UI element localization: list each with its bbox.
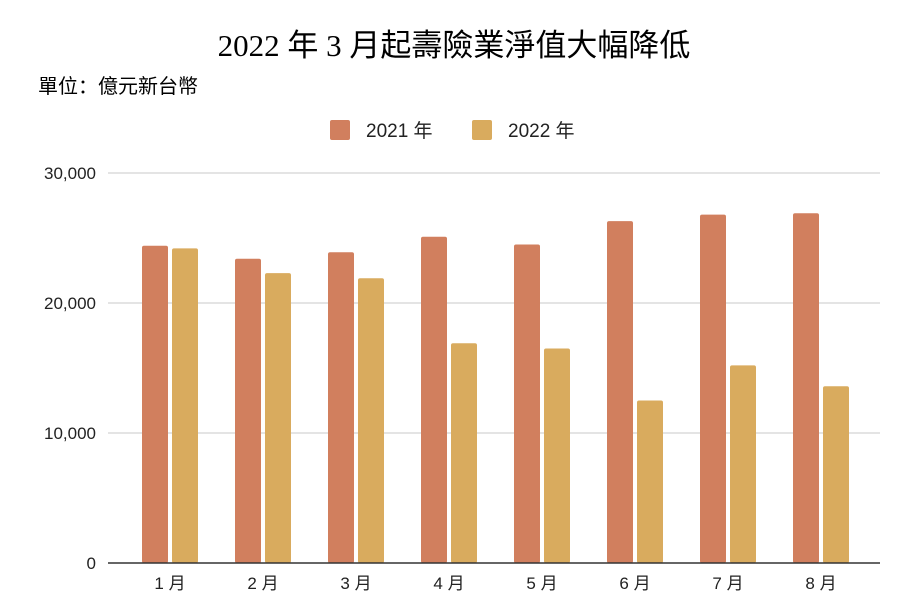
chart-subtitle: 單位：億元新台幣 xyxy=(38,76,198,98)
x-tick-label: 3 月 xyxy=(340,574,371,593)
x-tick-label: 6 月 xyxy=(619,574,650,593)
bar-2022 xyxy=(544,348,570,563)
x-tick-label: 4 月 xyxy=(433,574,464,593)
bar-2021 xyxy=(235,258,261,563)
bar-2021 xyxy=(142,245,168,564)
bar-2022 xyxy=(265,273,291,563)
bar-2021 xyxy=(421,236,447,563)
y-tick-label: 10,000 xyxy=(44,424,96,443)
bar-2021 xyxy=(700,214,726,563)
legend-swatch xyxy=(330,120,350,140)
bar-2021 xyxy=(607,221,633,563)
x-tick-label: 8 月 xyxy=(805,574,836,593)
bar-2022 xyxy=(823,386,849,563)
legend-label: 2021 年 xyxy=(366,120,433,142)
bar-2021 xyxy=(328,252,354,564)
x-tick-label: 2 月 xyxy=(247,574,278,593)
x-tick-label: 5 月 xyxy=(526,574,557,593)
bar-2022 xyxy=(637,400,663,563)
legend-label: 2022 年 xyxy=(508,120,575,142)
y-tick-label: 30,000 xyxy=(44,164,96,183)
bar-2022 xyxy=(358,278,384,563)
bar-2022 xyxy=(730,365,756,563)
bar-2022 xyxy=(172,248,198,563)
legend-swatch xyxy=(472,120,492,140)
bar-2021 xyxy=(793,213,819,564)
x-tick-label: 7 月 xyxy=(712,574,743,593)
y-tick-label: 0 xyxy=(87,554,96,573)
x-tick-label: 1 月 xyxy=(154,574,185,593)
y-tick-label: 20,000 xyxy=(44,294,96,313)
bar-2021 xyxy=(514,244,540,563)
chart-title: 2022 年 3 月起壽險業淨值大幅降低 xyxy=(217,28,691,63)
bar-2022 xyxy=(451,343,477,563)
